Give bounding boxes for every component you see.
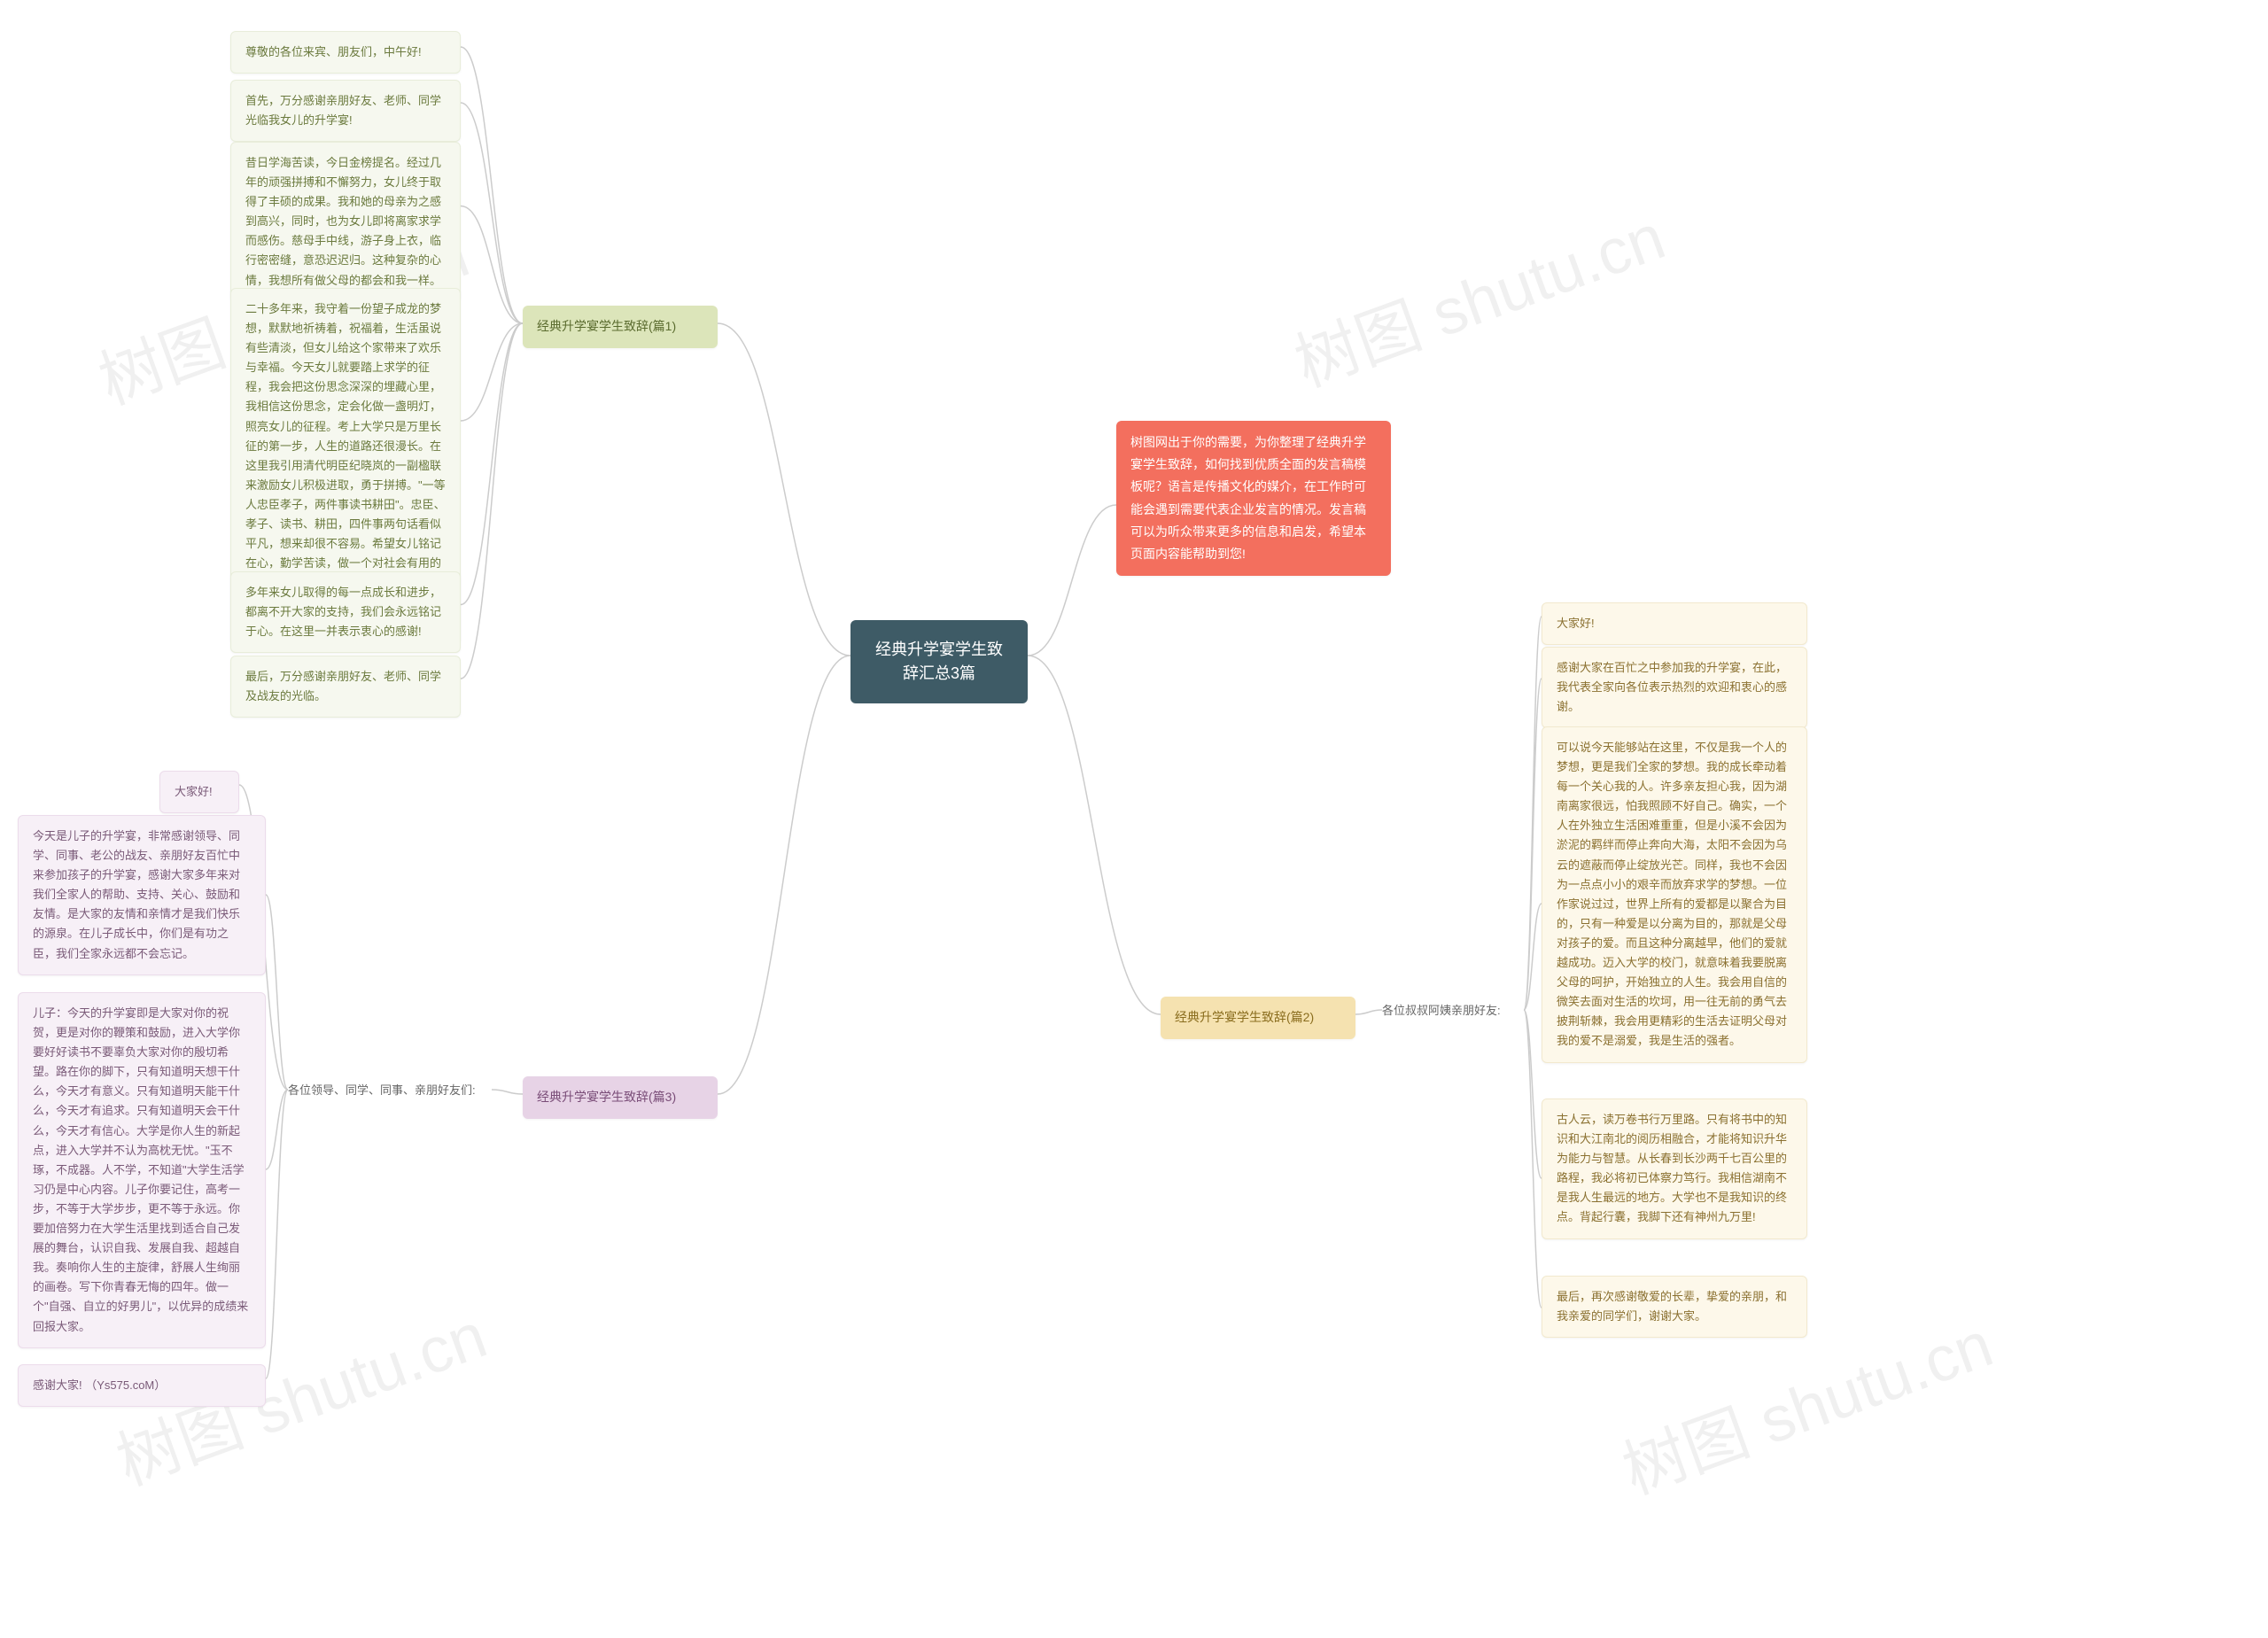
branch1-leaf[interactable]: 多年来女儿取得的每一点成长和进步，都离不开大家的支持，我们会永远铭记于心。在这里… (230, 571, 461, 653)
branch3-leaf[interactable]: 大家好! (159, 771, 239, 813)
branch2-leaf[interactable]: 古人云，读万卷书行万里路。只有将书中的知识和大江南北的阅历相融合，才能将知识升华… (1542, 1098, 1807, 1239)
branch2-leaf[interactable]: 最后，再次感谢敬爱的长辈，挚爱的亲朋，和我亲爱的同学们，谢谢大家。 (1542, 1276, 1807, 1338)
branch3-leaf[interactable]: 感谢大家! （Ys575.coM） (18, 1364, 266, 1407)
branch1-leaf[interactable]: 最后，万分感谢亲朋好友、老师、同学及战友的光临。 (230, 656, 461, 718)
intro-node[interactable]: 树图网出于你的需要，为你整理了经典升学宴学生致辞，如何找到优质全面的发言稿模板呢… (1116, 421, 1391, 576)
branch-2[interactable]: 经典升学宴学生致辞(篇2) (1161, 997, 1355, 1039)
branch3-leaf[interactable]: 今天是儿子的升学宴，非常感谢领导、同学、同事、老公的战友、亲朋好友百忙中来参加孩… (18, 815, 266, 975)
branch2-leaf[interactable]: 感谢大家在百忙之中参加我的升学宴，在此，我代表全家向各位表示热烈的欢迎和衷心的感… (1542, 647, 1807, 728)
branch3-leaf[interactable]: 儿子：今天的升学宴即是大家对你的祝贺，更是对你的鞭策和鼓励，进入大学你要好好读书… (18, 992, 266, 1348)
branch1-leaf[interactable]: 昔日学海苦读，今日金榜提名。经过几年的顽强拼搏和不懈努力，女儿终于取得了丰硕的成… (230, 142, 461, 302)
branch2-leaf[interactable]: 大家好! (1542, 602, 1807, 645)
branch-2-sublabel: 各位叔叔阿姨亲朋好友: (1382, 1001, 1501, 1018)
branch1-leaf[interactable]: 尊敬的各位来宾、朋友们，中午好! (230, 31, 461, 74)
branch1-leaf[interactable]: 首先，万分感谢亲朋好友、老师、同学光临我女儿的升学宴! (230, 80, 461, 142)
branch2-leaf[interactable]: 可以说今天能够站在这里，不仅是我一个人的梦想，更是我们全家的梦想。我的成长牵动着… (1542, 726, 1807, 1063)
root-node[interactable]: 经典升学宴学生致辞汇总3篇 (850, 620, 1028, 703)
branch-3-sublabel: 各位领导、同学、同事、亲朋好友们: (288, 1081, 476, 1098)
branch-3[interactable]: 经典升学宴学生致辞(篇3) (523, 1076, 718, 1119)
watermark: 树图 shutu.cn (1280, 185, 1675, 405)
branch-1[interactable]: 经典升学宴学生致辞(篇1) (523, 306, 718, 348)
